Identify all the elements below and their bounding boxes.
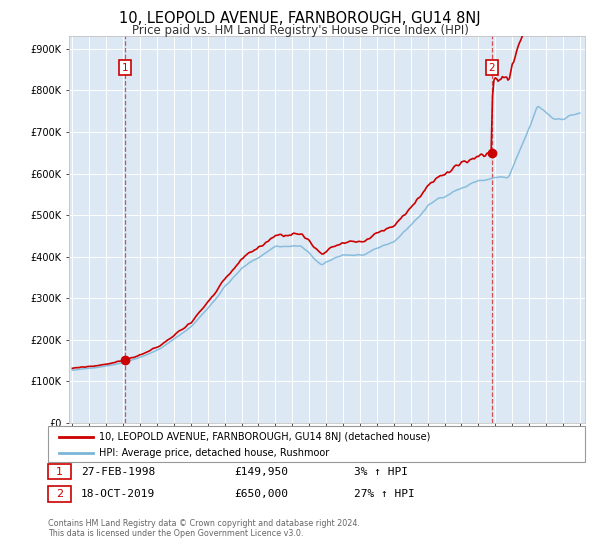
Text: 10, LEOPOLD AVENUE, FARNBOROUGH, GU14 8NJ (detached house): 10, LEOPOLD AVENUE, FARNBOROUGH, GU14 8N…: [99, 432, 430, 441]
Text: 27-FEB-1998: 27-FEB-1998: [81, 466, 155, 477]
Text: This data is licensed under the Open Government Licence v3.0.: This data is licensed under the Open Gov…: [48, 529, 304, 538]
Text: 1: 1: [56, 466, 63, 477]
Text: 18-OCT-2019: 18-OCT-2019: [81, 489, 155, 499]
Text: 3% ↑ HPI: 3% ↑ HPI: [354, 466, 408, 477]
Text: 2: 2: [56, 489, 63, 499]
Text: 1: 1: [122, 63, 128, 73]
Text: 2: 2: [488, 63, 495, 73]
Text: Contains HM Land Registry data © Crown copyright and database right 2024.: Contains HM Land Registry data © Crown c…: [48, 519, 360, 528]
Text: HPI: Average price, detached house, Rushmoor: HPI: Average price, detached house, Rush…: [99, 448, 329, 458]
Text: £149,950: £149,950: [234, 466, 288, 477]
Text: Price paid vs. HM Land Registry's House Price Index (HPI): Price paid vs. HM Land Registry's House …: [131, 24, 469, 36]
Text: £650,000: £650,000: [234, 489, 288, 499]
Text: 10, LEOPOLD AVENUE, FARNBOROUGH, GU14 8NJ: 10, LEOPOLD AVENUE, FARNBOROUGH, GU14 8N…: [119, 11, 481, 26]
Text: 27% ↑ HPI: 27% ↑ HPI: [354, 489, 415, 499]
